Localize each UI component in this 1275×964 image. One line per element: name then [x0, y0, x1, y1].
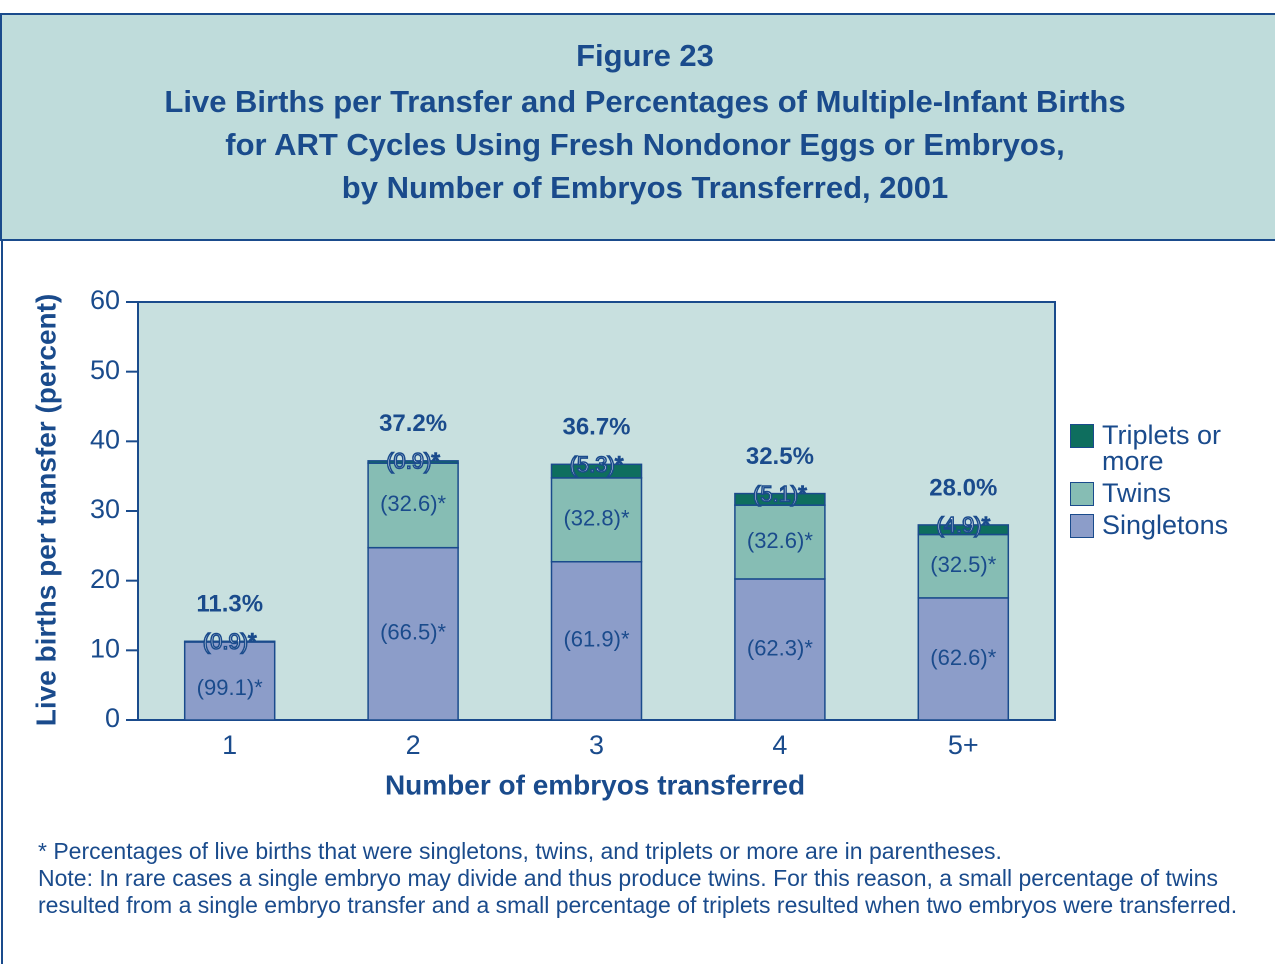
bar-segment	[183, 640, 276, 643]
legend-swatch	[1070, 514, 1094, 538]
figure-number: Figure 23	[576, 38, 714, 73]
legend-swatch	[1070, 424, 1094, 448]
y-tick-label: 60	[90, 285, 120, 315]
bar-segment	[367, 460, 459, 464]
total-label: 11.3%	[196, 591, 263, 618]
legend-item: Singletons	[1070, 510, 1270, 540]
chart-title: by Number of Embryos Transferred, 2001	[342, 170, 948, 205]
total-label: 32.5%	[746, 443, 814, 470]
segment-label: (61.9)*	[563, 627, 629, 652]
segment-label: (32.6)*	[380, 491, 446, 516]
segment-label: (0.9)*	[386, 449, 440, 474]
chart-title: for ART Cycles Using Fresh Nondonor Eggs…	[225, 127, 1064, 162]
bar-segment	[550, 463, 643, 479]
y-tick-label: 10	[90, 633, 120, 663]
y-axis-label: Live births per transfer (percent)	[30, 294, 61, 727]
x-tick-label: 3	[589, 730, 604, 760]
bar-segment	[734, 492, 826, 506]
legend-item: Triplets or more	[1070, 420, 1270, 476]
segment-label: (0.9)*	[203, 629, 257, 654]
segment-label: (62.6)*	[930, 645, 996, 670]
note: * Percentages of live births that were s…	[38, 838, 1002, 864]
bar-segment	[550, 560, 643, 721]
segment-label: (62.3)*	[747, 635, 813, 660]
segment-label: (4.9)*	[936, 513, 990, 538]
total-label: 28.0%	[929, 474, 997, 501]
segment-label: (99.1)*	[197, 675, 263, 700]
y-tick-label: 20	[90, 564, 120, 594]
bar-segment	[917, 524, 1010, 536]
legend-label: Twins	[1102, 478, 1172, 508]
legend-label: Singletons	[1102, 510, 1229, 540]
segment-label: (32.5)*	[930, 552, 996, 577]
x-tick-label: 4	[772, 730, 787, 760]
legend: Triplets or more Twins Singletons	[1070, 422, 1270, 544]
legend-item: Twins	[1070, 478, 1270, 508]
x-axis-label: Number of embryos transferred	[385, 769, 805, 800]
bar-segment	[917, 533, 1010, 599]
total-label: 37.2%	[379, 410, 447, 437]
note: Note: In rare cases a single embryo may …	[38, 865, 1238, 918]
notes: * Percentages of live births that were s…	[38, 838, 1258, 919]
segment-label: (5.3)*	[570, 452, 624, 477]
y-tick-label: 50	[90, 355, 120, 385]
header-box	[0, 13, 1275, 241]
x-tick-label: 5+	[948, 730, 979, 760]
y-tick-label: 30	[90, 494, 120, 524]
x-tick-label: 1	[222, 730, 237, 760]
chart-title: Live Births per Transfer and Percentages…	[164, 84, 1125, 119]
legend-swatch	[1070, 482, 1094, 506]
legend-label: Triplets or more	[1102, 420, 1222, 476]
total-label: 36.7%	[562, 414, 630, 441]
x-tick-label: 2	[406, 730, 421, 760]
y-tick-label: 40	[90, 424, 120, 454]
segment-label: (5.1)*	[753, 481, 807, 506]
bar-segment	[917, 597, 1010, 721]
bar-segment	[367, 546, 459, 721]
segment-label: (66.5)*	[380, 620, 446, 645]
bar-segment	[183, 641, 276, 721]
segment-label: (32.6)*	[747, 528, 813, 553]
segment-label: (32.8)*	[563, 506, 629, 531]
bar-segment	[367, 462, 459, 549]
y-tick-label: 0	[105, 703, 120, 733]
bar-segment	[734, 578, 826, 721]
